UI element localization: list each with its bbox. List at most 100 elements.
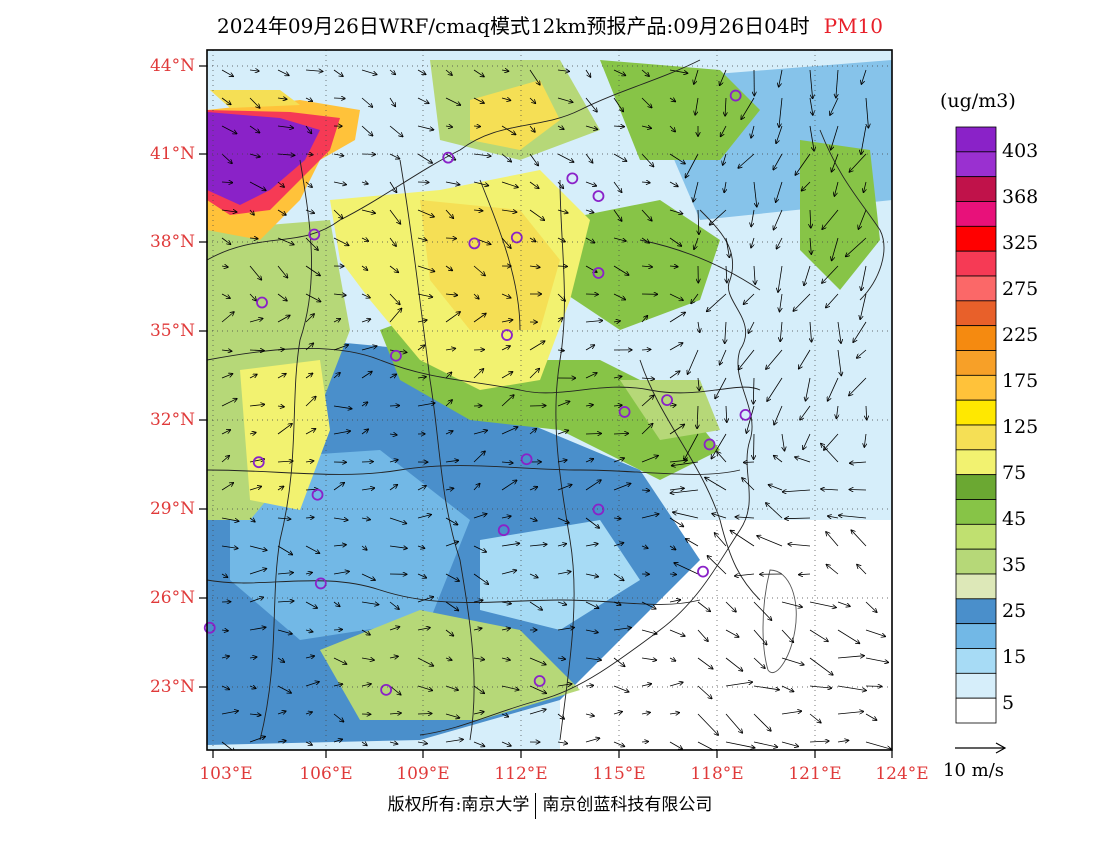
- wind-vector: [501, 372, 513, 379]
- wind-vector: [697, 685, 712, 699]
- wind-vector: [445, 629, 453, 636]
- wind-vector: [673, 512, 699, 519]
- wind-vector: [557, 430, 568, 435]
- wind-vector: [361, 238, 368, 241]
- wind-vector: [417, 742, 427, 744]
- wind-vector: [417, 238, 427, 240]
- wind-vector: [613, 573, 624, 580]
- wind-vector: [776, 181, 783, 202]
- wind-vector: [529, 369, 539, 379]
- colorbar-swatch: [955, 424, 997, 451]
- vector-scale-arrow: [955, 742, 1007, 754]
- wind-vector: [828, 377, 839, 401]
- wind-vector: [720, 69, 727, 85]
- wind-vector: [585, 574, 598, 577]
- wind-vector: [277, 374, 286, 379]
- wind-vector: [501, 181, 518, 187]
- wind-vector: [305, 630, 313, 632]
- wind-vector: [864, 181, 867, 192]
- wind-vector: [846, 237, 867, 257]
- wind-vector: [826, 532, 839, 547]
- wind-vector: [821, 489, 839, 490]
- wind-vector: [641, 424, 653, 435]
- wind-vector: [333, 657, 347, 664]
- colorbar-label: 125: [1002, 416, 1039, 438]
- colorbar-swatch: [955, 399, 997, 426]
- wind-vector: [585, 544, 598, 546]
- wind-vector: [641, 456, 658, 463]
- wind-vector: [277, 181, 284, 187]
- wind-vector: [361, 658, 374, 660]
- wind-vector: [333, 571, 349, 574]
- wind-vector: [249, 265, 261, 280]
- lon-label: 124°E: [875, 764, 929, 784]
- wind-vector: [853, 321, 867, 342]
- wind-vector: [249, 569, 266, 575]
- colorbar-swatch: [955, 176, 997, 202]
- wind-vector: [725, 601, 736, 612]
- wind-vector: [417, 403, 435, 407]
- wind-vector: [250, 209, 254, 215]
- wind-vector: [445, 658, 452, 660]
- wind-vector: [669, 343, 683, 351]
- map-frame: [206, 49, 893, 751]
- wind-vector: [333, 739, 342, 742]
- wind-vector: [389, 153, 399, 159]
- wind-vector: [694, 69, 699, 84]
- wind-vector: [753, 657, 765, 668]
- wind-vector: [777, 237, 783, 249]
- wind-vector: [501, 320, 513, 322]
- wind-vector: [697, 629, 708, 641]
- wind-vector: [641, 395, 654, 407]
- lon-label: 106°E: [299, 764, 353, 784]
- wind-vector: [861, 69, 867, 84]
- colorbar-swatch: [955, 449, 997, 476]
- wind-vector: [780, 293, 783, 312]
- wind-vector: [613, 126, 624, 127]
- wind-vector: [361, 182, 368, 184]
- colorbar-label: 275: [1002, 278, 1039, 300]
- wind-vector: [810, 209, 811, 228]
- wind-vector: [501, 543, 519, 547]
- wind-vector: [445, 542, 458, 547]
- station-marker: [592, 190, 605, 202]
- wind-vector: [865, 713, 877, 720]
- wind-vector: [305, 397, 316, 407]
- wind-vector: [389, 265, 398, 272]
- wind-vector: [641, 97, 652, 108]
- wind-vector: [613, 97, 623, 112]
- wind-vector: [557, 126, 564, 129]
- wind-vector: [669, 629, 685, 636]
- wind-vector: [735, 574, 755, 576]
- wind-vector: [501, 427, 518, 435]
- wind-vector: [249, 125, 260, 133]
- wind-vector: [585, 714, 594, 716]
- wind-vector: [585, 630, 598, 633]
- station-marker: [592, 267, 605, 279]
- axis-ticks: [199, 65, 893, 758]
- wind-vector: [305, 70, 323, 71]
- wind-vector: [277, 486, 284, 490]
- wind-vector: [389, 181, 397, 192]
- wind-vector: [473, 658, 484, 660]
- wind-vector: [529, 266, 540, 267]
- wind-vector: [774, 209, 783, 230]
- wind-vector: [417, 546, 425, 548]
- wind-vector: [221, 517, 239, 521]
- wind-vector: [389, 293, 400, 304]
- wind-vector: [613, 433, 628, 434]
- wind-vector: [417, 320, 427, 322]
- wind-vector: [557, 544, 566, 546]
- wind-vector: [277, 237, 294, 245]
- wind-vector: [557, 70, 569, 71]
- graticule: [207, 50, 892, 750]
- wind-vector: [585, 658, 601, 660]
- wind-vector: [221, 456, 229, 463]
- wind-vector: [557, 401, 570, 407]
- wind-vector: [753, 741, 777, 747]
- wind-vector: [837, 321, 841, 343]
- wind-vector: [389, 685, 401, 695]
- wind-vector: [249, 319, 263, 323]
- wind-vector: [249, 154, 260, 157]
